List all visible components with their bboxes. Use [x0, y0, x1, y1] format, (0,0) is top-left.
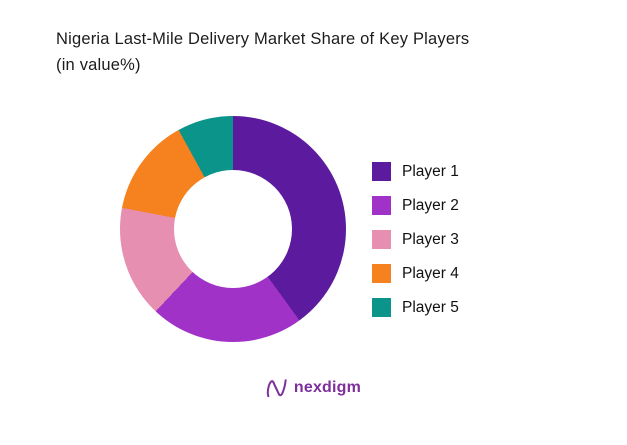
chart-title: Nigeria Last-Mile Delivery Market Share … — [56, 26, 469, 78]
legend-label: Player 3 — [402, 230, 459, 248]
chart-title-line1: Nigeria Last-Mile Delivery Market Share … — [56, 30, 470, 48]
legend-item-player-5: Player 5 — [372, 298, 459, 317]
chart-title-line2: (in value%) — [56, 56, 141, 74]
nexdigm-wave-n-icon — [266, 379, 287, 398]
legend-swatch — [372, 162, 391, 181]
nexdigm-logo: nexdigm — [0, 378, 627, 398]
legend-swatch — [372, 230, 391, 249]
legend-label: Player 4 — [402, 264, 459, 282]
legend-swatch — [372, 196, 391, 215]
legend-item-player-1: Player 1 — [372, 162, 459, 181]
nexdigm-logo-text: nexdigm — [293, 379, 362, 396]
donut-hole — [174, 170, 292, 288]
legend-label: Player 2 — [402, 196, 459, 214]
legend-item-player-3: Player 3 — [372, 230, 459, 249]
legend-item-player-2: Player 2 — [372, 196, 459, 215]
legend-swatch — [372, 298, 391, 317]
legend-swatch — [372, 264, 391, 283]
legend: Player 1 Player 2 Player 3 Player 4 Play… — [372, 162, 459, 317]
legend-label: Player 1 — [402, 162, 459, 180]
legend-item-player-4: Player 4 — [372, 264, 459, 283]
donut-chart — [120, 116, 346, 342]
legend-label: Player 5 — [402, 298, 459, 316]
